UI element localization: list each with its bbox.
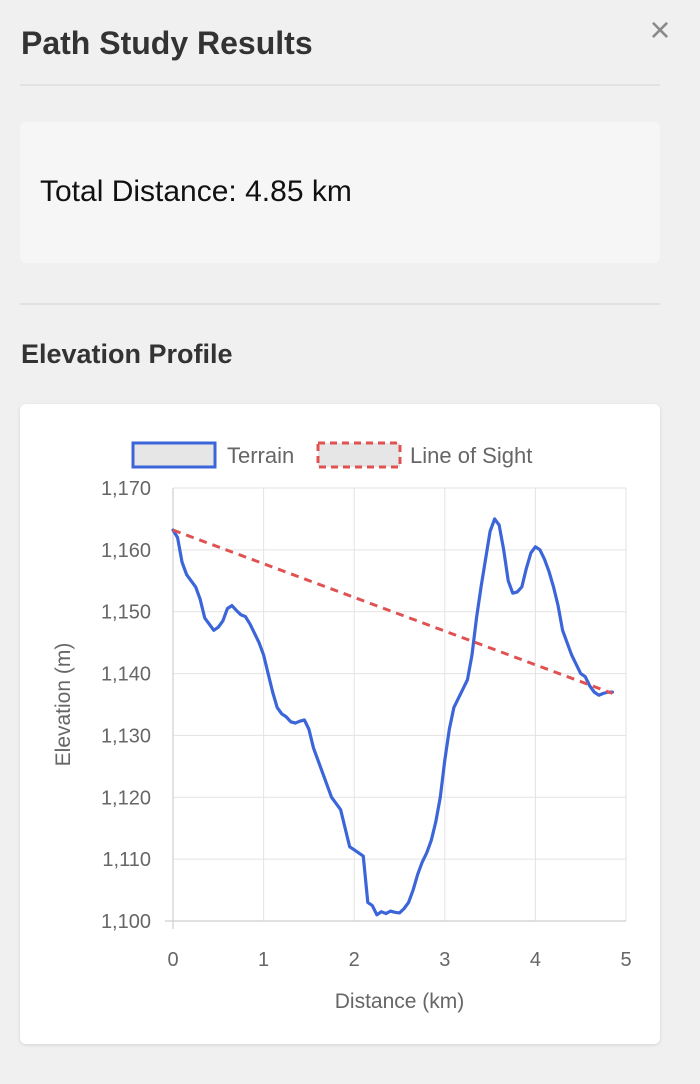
header-divider <box>20 84 660 86</box>
legend-label-terrain: Terrain <box>227 443 294 468</box>
elevation-chart: 1,100 1,110 1,120 1,130 1,140 1,150 1,160 1,170… <box>52 441 632 1013</box>
x-tick-label: 5 <box>620 949 631 971</box>
legend-swatch-line-of-sight <box>316 441 402 469</box>
y-tick-label: 1,150 <box>101 602 151 624</box>
x-axis-title: Distance (km) <box>335 990 465 1013</box>
y-tick-label: 1,160 <box>101 540 151 562</box>
panel-title: Path Study Results <box>21 25 313 61</box>
close-icon[interactable]: × <box>649 9 671 50</box>
section-divider <box>20 303 660 305</box>
terrain-line <box>171 517 615 917</box>
y-tick-label: 1,170 <box>101 478 151 500</box>
legend-swatch-terrain <box>131 441 217 469</box>
x-tick-label: 2 <box>349 949 360 971</box>
total-distance: Total Distance: 4.85 km <box>40 174 352 210</box>
legend-label-line-of-sight: Line of Sight <box>410 443 532 468</box>
y-tick-label: 1,120 <box>101 787 151 809</box>
y-axis-title: Elevation (m) <box>52 643 75 767</box>
x-tick-label: 1 <box>258 949 269 971</box>
y-tick-label: 1,140 <box>101 664 151 686</box>
y-tick-label: 1,100 <box>101 911 151 933</box>
total-distance-label: Total Distance: <box>40 175 237 208</box>
total-distance-value: 4.85 km <box>245 175 352 208</box>
summary-card: Total Distance: 4.85 km <box>20 122 660 263</box>
x-tick-label: 3 <box>439 949 450 971</box>
x-tick-label: 4 <box>530 949 541 971</box>
elevation-profile-title: Elevation Profile <box>21 339 233 369</box>
y-tick-label: 1,110 <box>102 849 151 871</box>
y-tick-label: 1,130 <box>101 725 151 747</box>
x-tick-label: 0 <box>167 949 178 971</box>
elevation-chart-card: 1,100 1,110 1,120 1,130 1,140 1,150 1,160 1,170… <box>20 404 660 1044</box>
